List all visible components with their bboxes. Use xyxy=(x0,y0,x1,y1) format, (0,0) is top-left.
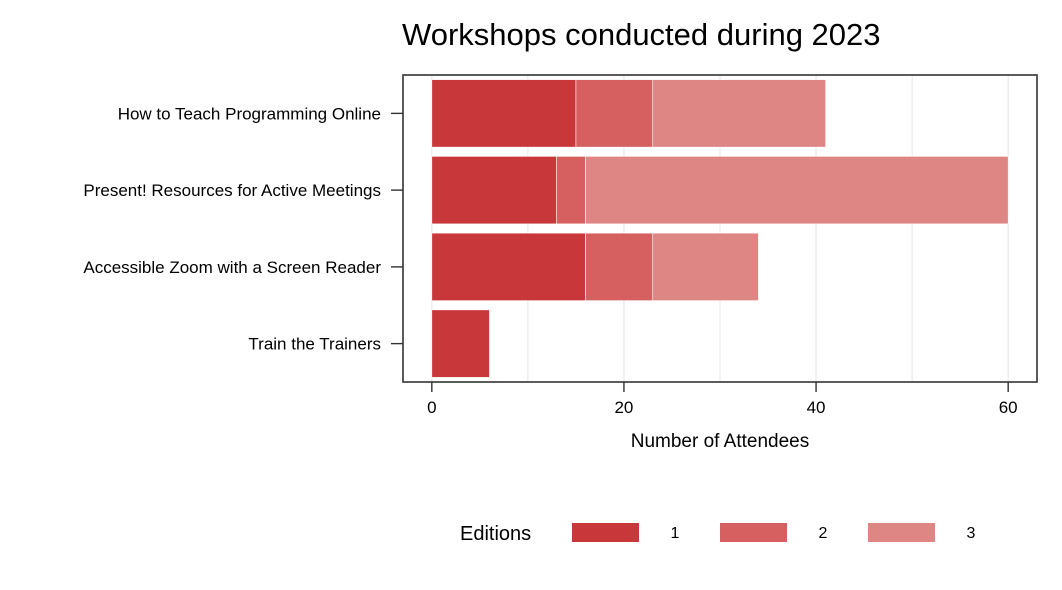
bar-segment-edition-2 xyxy=(556,156,586,225)
x-axis: 0 20 40 60 xyxy=(427,382,1018,417)
bar-segment-edition-1 xyxy=(431,79,577,148)
legend-key-edition-1 xyxy=(572,523,639,542)
bar-segment-edition-1 xyxy=(431,309,490,378)
bar-segment-edition-1 xyxy=(431,232,586,301)
legend-key-edition-3 xyxy=(868,523,935,542)
y-tick-label: How to Teach Programming Online xyxy=(118,104,381,123)
y-tick-label: Present! Resources for Active Meetings xyxy=(83,181,381,200)
plot-panel-border xyxy=(402,74,1038,383)
bar-segment-edition-3 xyxy=(652,79,826,148)
y-tick-label: Train the Trainers xyxy=(248,335,381,354)
x-tick-label: 20 xyxy=(614,398,633,417)
legend-key-edition-2 xyxy=(720,523,787,542)
bar-segment-edition-1 xyxy=(431,156,557,225)
bars xyxy=(431,79,1009,378)
x-tick-label: 0 xyxy=(427,398,436,417)
bar-segment-edition-3 xyxy=(585,156,1009,225)
legend-label: 2 xyxy=(819,525,828,542)
x-axis-title: Number of Attendees xyxy=(631,431,810,452)
x-tick-label: 40 xyxy=(807,398,826,417)
y-axis: How to Teach Programming Online Present! … xyxy=(83,104,403,354)
x-tick-label: 60 xyxy=(999,398,1018,417)
y-tick-label: Accessible Zoom with a Screen Reader xyxy=(83,258,381,277)
bar-segment-edition-3 xyxy=(652,232,759,301)
legend-label: 1 xyxy=(671,525,680,542)
bar-segment-edition-2 xyxy=(575,79,654,148)
legend-title: Editions xyxy=(460,523,531,545)
chart-title: Workshops conducted during 2023 xyxy=(402,17,881,52)
legend-label: 3 xyxy=(967,525,976,542)
bar-segment-edition-2 xyxy=(585,232,654,301)
legend: Editions 1 2 3 xyxy=(460,523,976,545)
